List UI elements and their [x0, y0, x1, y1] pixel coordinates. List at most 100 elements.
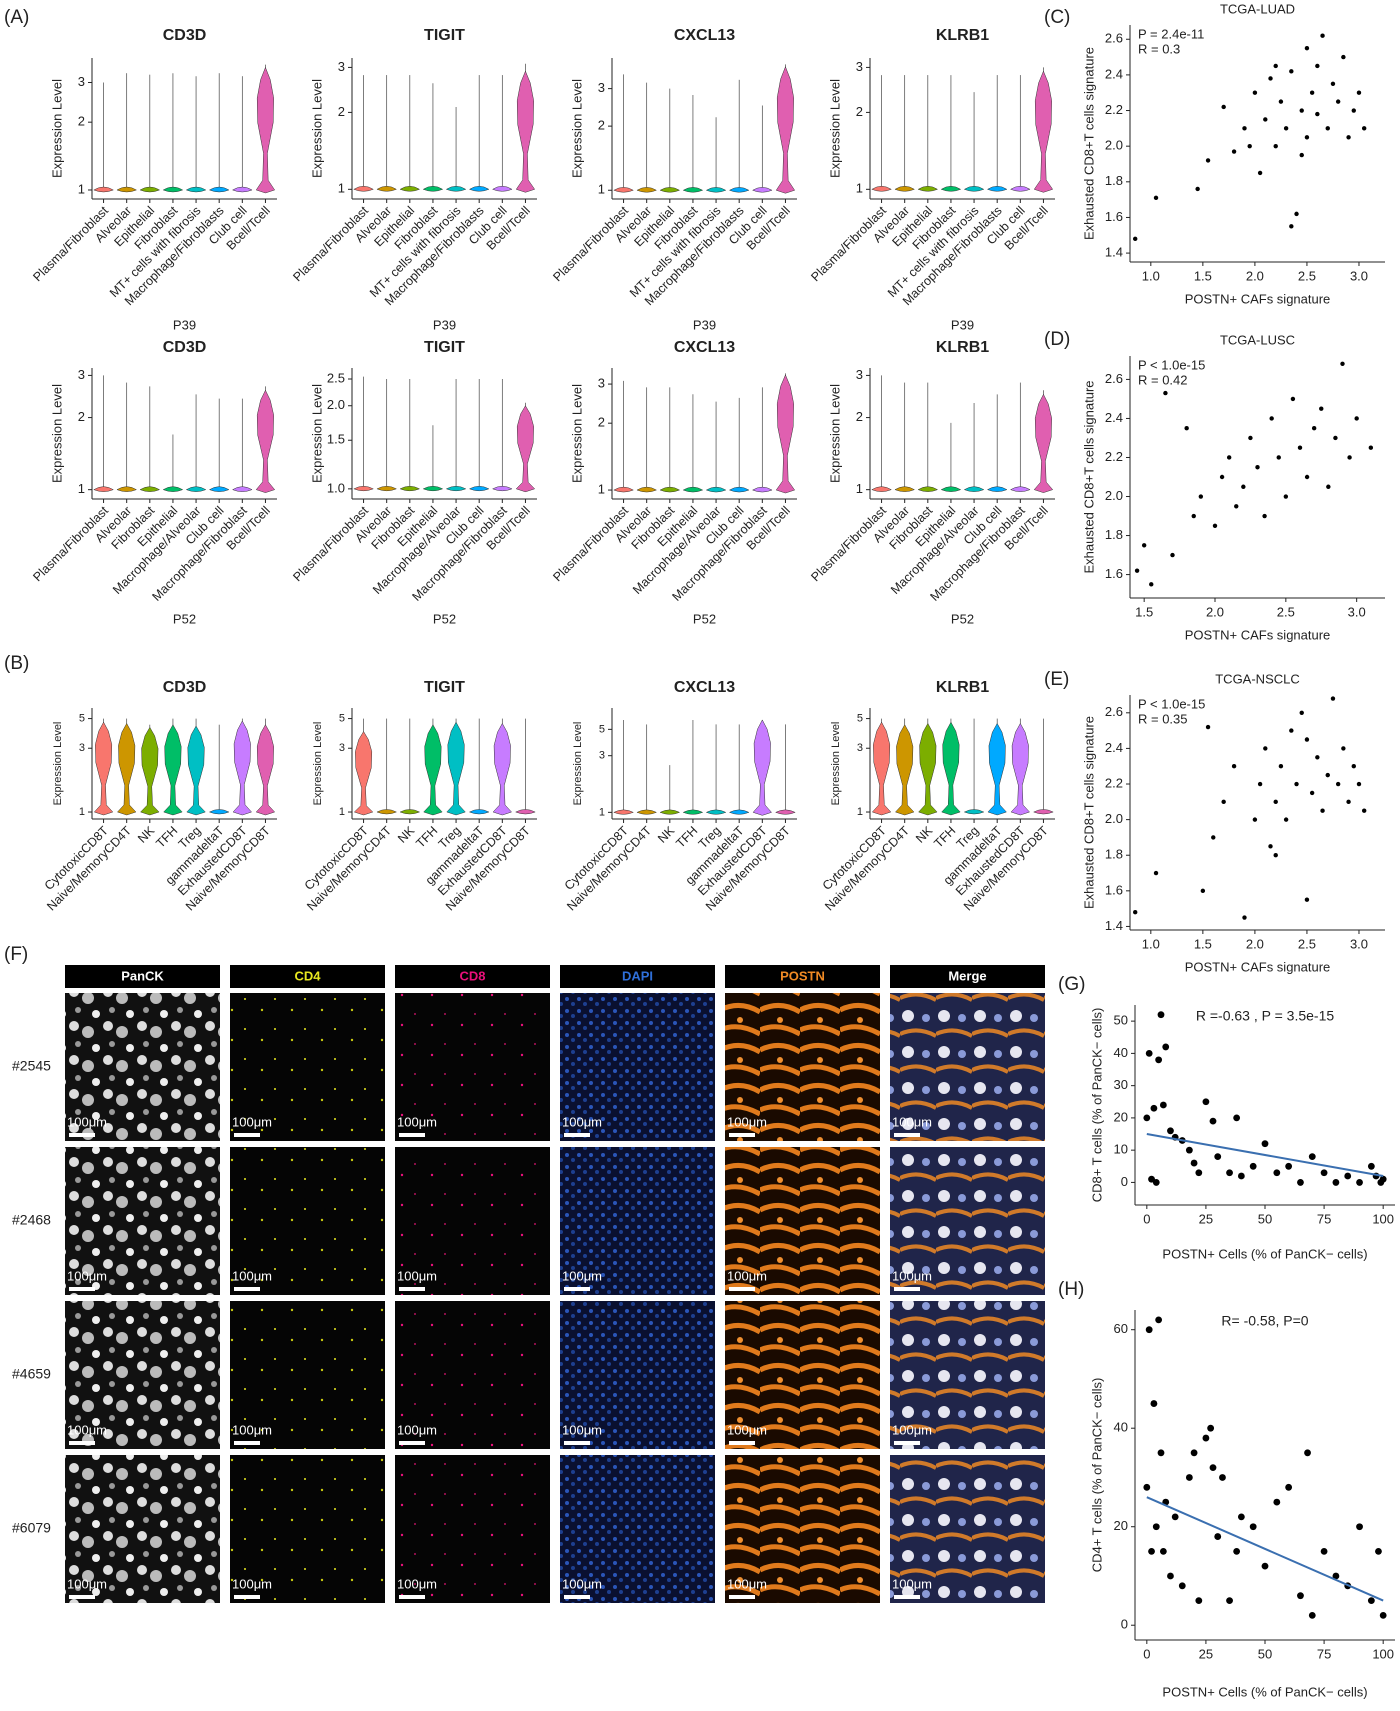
point — [1356, 781, 1362, 787]
scale-bar-label: 100μm — [562, 1268, 602, 1283]
point — [1315, 755, 1320, 760]
scale-bar — [399, 1595, 425, 1599]
y-tick-label: 1.4 — [1105, 918, 1123, 933]
violin-body — [940, 486, 962, 492]
point — [1233, 1547, 1241, 1555]
scale-bar — [729, 1287, 755, 1291]
point — [1226, 455, 1232, 460]
scale-bar — [894, 1595, 920, 1599]
x-tick-label: 3.0 — [1350, 936, 1368, 951]
point — [1152, 1179, 1160, 1186]
violin-body — [705, 809, 727, 815]
point — [1299, 108, 1304, 113]
y-tick-label: 3 — [856, 367, 863, 382]
chart-title: TIGIT — [424, 27, 465, 44]
point — [1304, 135, 1310, 140]
chart-title: CXCL13 — [674, 679, 735, 696]
violin-body — [963, 185, 985, 192]
image-tile — [65, 993, 220, 1141]
violin-body — [515, 809, 536, 815]
violin-body — [468, 809, 490, 815]
annotation: P < 1.0e-15 — [1138, 357, 1205, 372]
chart-title: CXCL13 — [674, 339, 735, 356]
y-tick-label: 1 — [856, 181, 863, 196]
violin-body — [93, 721, 114, 816]
scale-bar-label: 100μm — [727, 1114, 767, 1129]
point — [1361, 126, 1367, 131]
y-tick-label: 1 — [338, 181, 345, 196]
scale-bar-label: 100μm — [562, 1576, 602, 1591]
y-tick-label: 1 — [857, 806, 863, 818]
image-tile — [725, 993, 880, 1141]
x-tick-label: 100 — [1372, 1646, 1394, 1661]
column-header-bg — [230, 965, 385, 988]
point — [1278, 764, 1284, 769]
violin-body — [399, 809, 421, 815]
y-tick-label: 60 — [1114, 1321, 1128, 1336]
x-tick-label: 1.5 — [1194, 268, 1212, 283]
violin-body — [636, 187, 657, 193]
violin-body — [1010, 486, 1031, 492]
point — [1257, 781, 1263, 787]
point — [1143, 1483, 1151, 1491]
x-tick-label: 2.5 — [1277, 604, 1295, 619]
violin-body — [659, 187, 681, 193]
point — [1167, 1572, 1174, 1580]
y-axis-label: Expression Level — [827, 79, 842, 178]
point — [1361, 808, 1367, 813]
panel-label: (C) — [1044, 7, 1070, 28]
point — [1237, 1172, 1245, 1180]
image-tile — [65, 1455, 220, 1603]
chart-title: TCGA-NSCLC — [1215, 671, 1300, 686]
point — [1167, 1127, 1174, 1135]
point — [1157, 1011, 1165, 1019]
violin-body — [659, 809, 681, 815]
scale-bar-label: 100μm — [892, 1422, 932, 1437]
violin-body — [705, 187, 727, 193]
scale-bar — [69, 1595, 95, 1599]
column-header: Merge — [948, 968, 986, 983]
violin-body — [752, 719, 772, 816]
violin-body — [208, 486, 230, 492]
annotation: R= -0.58, P=0 — [1221, 1313, 1308, 1329]
chart-title: KLRB1 — [936, 27, 989, 44]
violin-body — [376, 486, 397, 492]
y-axis-label: Expression Level — [827, 384, 842, 483]
column-header: POSTN — [780, 968, 825, 983]
scale-bar — [729, 1595, 755, 1599]
y-axis-label: Expression Level — [49, 384, 64, 483]
point — [1283, 817, 1289, 822]
point — [1190, 1159, 1198, 1167]
violin-body — [208, 809, 230, 815]
panel-label: (D) — [1044, 329, 1070, 350]
y-tick-label: 1.6 — [1105, 566, 1123, 581]
violin-body — [93, 486, 114, 492]
scale-bar-label: 100μm — [232, 1422, 272, 1437]
point — [1326, 484, 1331, 489]
scale-bar — [69, 1133, 95, 1137]
point — [1248, 435, 1253, 441]
violin-body — [353, 185, 374, 192]
chart-title: TCGA-LUAD — [1220, 1, 1295, 16]
point — [1152, 1523, 1160, 1531]
y-axis-label: Expression Level — [309, 384, 324, 483]
y-tick-label: 3 — [78, 74, 85, 89]
x-tick-label: 75 — [1317, 1646, 1331, 1661]
scale-bar-label: 100μm — [232, 1268, 272, 1283]
x-axis-label: P52 — [693, 611, 716, 626]
image-tile — [230, 1147, 385, 1295]
y-axis-label: Expression Level — [569, 79, 584, 178]
scale-bar-label: 100μm — [67, 1114, 107, 1129]
point — [1219, 1474, 1226, 1481]
scale-bar — [69, 1287, 95, 1291]
point — [1304, 737, 1310, 742]
x-tick-label: 1.5 — [1135, 604, 1153, 619]
point — [1315, 63, 1320, 69]
x-axis-label: P39 — [173, 317, 196, 332]
point — [1309, 90, 1315, 95]
violin-body — [162, 186, 184, 193]
point — [1221, 104, 1226, 110]
scale-bar — [234, 1595, 260, 1599]
point — [1214, 1153, 1222, 1161]
y-tick-label: 1 — [339, 806, 345, 818]
